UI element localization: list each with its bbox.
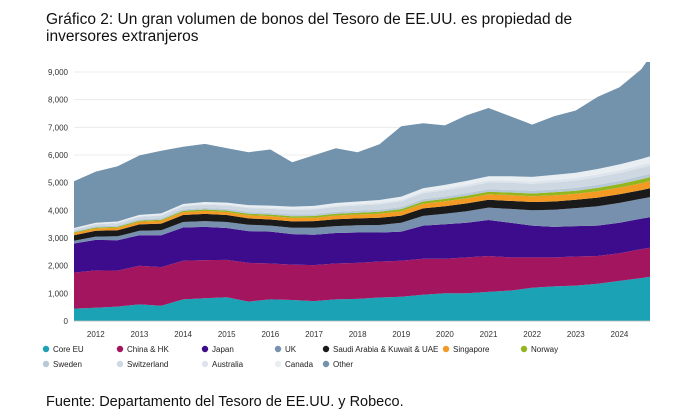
legend-swatch xyxy=(442,345,450,353)
legend-label: Canada xyxy=(285,360,314,369)
legend-label: Japan xyxy=(212,345,234,354)
x-tick-label: 2013 xyxy=(131,330,149,339)
legend-swatch xyxy=(520,345,528,353)
legend-swatch xyxy=(116,345,124,353)
y-tick-label: 4,000 xyxy=(48,206,69,215)
legend-label: Other xyxy=(333,360,353,369)
x-tick-label: 2016 xyxy=(261,330,279,339)
x-tick-label: 2014 xyxy=(174,330,192,339)
x-tick-label: 2024 xyxy=(611,330,629,339)
y-tick-label: 3,000 xyxy=(48,234,69,243)
x-tick-label: 2018 xyxy=(349,330,367,339)
legend-swatch xyxy=(116,360,124,368)
x-tick-label: 2019 xyxy=(392,330,410,339)
x-tick-label: 2017 xyxy=(305,330,323,339)
legend-label: Switzerland xyxy=(127,360,168,369)
legend-label: Australia xyxy=(212,360,244,369)
area-china-hk xyxy=(74,247,650,309)
x-tick-label: 2021 xyxy=(480,330,498,339)
legend-label: Core EU xyxy=(53,345,84,354)
x-tick-label: 2023 xyxy=(567,330,585,339)
x-tick-label: 2020 xyxy=(436,330,454,339)
y-tick-label: 0 xyxy=(64,317,69,326)
legend-label: UK xyxy=(285,345,297,354)
y-tick-label: 1,000 xyxy=(48,289,69,298)
legend-label: Norway xyxy=(531,345,558,354)
legend-swatch xyxy=(201,360,209,368)
legend-swatch xyxy=(322,360,330,368)
y-tick-label: 9,000 xyxy=(48,68,69,77)
x-tick-label: 2015 xyxy=(218,330,236,339)
legend-swatch xyxy=(201,345,209,353)
x-tick-label: 2012 xyxy=(87,330,105,339)
y-tick-label: 7,000 xyxy=(48,123,69,132)
y-tick-label: 8,000 xyxy=(48,96,69,105)
legend-swatch xyxy=(274,360,282,368)
legend-label: China & HK xyxy=(127,345,169,354)
legend-label: Sweden xyxy=(53,360,82,369)
area-saudi xyxy=(74,188,650,241)
legend-swatch xyxy=(42,360,50,368)
legend-label: Singapore xyxy=(453,345,490,354)
y-tick-label: 6,000 xyxy=(48,151,69,160)
stacked-area-chart: 0 1,000 2,000 3,000 4,000 5,000 6,000 7,000 8,00… xyxy=(42,62,650,369)
area-japan xyxy=(74,217,650,273)
source-note: Fuente: Departamento del Tesoro de EE.UU… xyxy=(46,394,404,410)
legend-swatch xyxy=(274,345,282,353)
legend-swatch xyxy=(322,345,330,353)
legend-swatch xyxy=(42,345,50,353)
y-tick-label: 5,000 xyxy=(48,179,69,188)
legend-label: Saudi Arabia & Kuwait & UAE xyxy=(333,345,438,354)
area-other xyxy=(74,62,650,228)
chart-title: Gráfico 2: Un gran volumen de bonos del … xyxy=(46,11,573,45)
x-tick-label: 2022 xyxy=(523,330,541,339)
area-core-eu xyxy=(74,276,650,321)
y-tick-label: 2,000 xyxy=(48,262,69,271)
area-uk xyxy=(74,197,650,244)
